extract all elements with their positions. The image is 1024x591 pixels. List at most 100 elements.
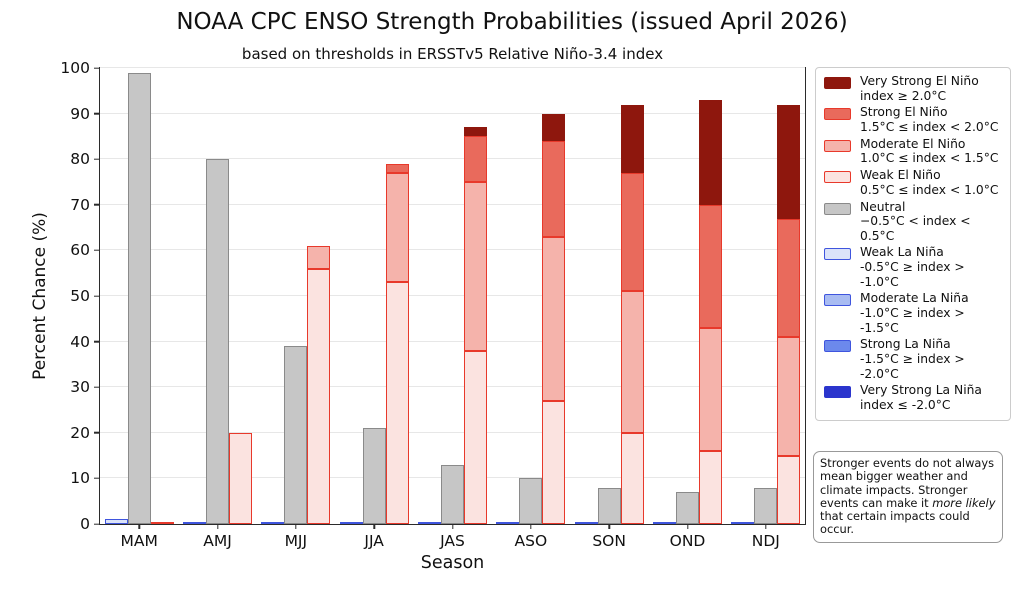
x-tick-label-aso: ASO [514, 532, 548, 550]
legend-label: Weak La Niña [860, 245, 944, 260]
legend-range: -1.5°C ≥ index > -2.0°C [860, 352, 965, 381]
legend-item-moderate-la-ni-a: Moderate La Niña -1.0°C ≥ index > -1.5°C [824, 291, 1004, 335]
legend-swatch-very-strong-la-ni-a [824, 386, 851, 399]
legend-item-very-strong-la-ni-a: Very Strong La Niña index ≤ -2.0°C [824, 383, 1004, 412]
bar-weak-el-ni-o-mam [150, 522, 174, 524]
gridline-20 [100, 431, 805, 433]
note-text-start: Stronger events do not always mean bigge… [820, 456, 995, 510]
gridline-30 [100, 386, 805, 388]
y-tick-mark [94, 158, 100, 160]
note-box: Stronger events do not always mean bigge… [813, 451, 1003, 543]
stack-neutral-jja [362, 68, 386, 524]
bar-very-strong-el-ni-o-aso [542, 113, 566, 141]
season-group-ndj [727, 68, 805, 524]
x-tick-mark [686, 524, 689, 529]
stack-el-nino-jja [385, 68, 409, 524]
x-tick-mark [608, 524, 610, 529]
bar-strong-el-ni-o-jja [385, 163, 409, 173]
bar-neutral-jja [362, 428, 386, 524]
bar-neutral-ond [675, 492, 699, 524]
x-tick-label-ndj: NDJ [751, 532, 780, 550]
legend-range: -0.5°C ≥ index > -1.0°C [860, 260, 965, 289]
legend-label: Strong La Niña [860, 337, 951, 352]
stack-la-nina-mam [104, 68, 128, 524]
bar-weak-la-ni-a-jas [417, 522, 441, 524]
bar-weak-el-ni-o-mjj [307, 268, 331, 524]
y-tick-label: 40 [70, 332, 90, 351]
legend-swatch-moderate-la-ni-a [824, 294, 851, 307]
bar-neutral-ndj [754, 487, 778, 524]
bar-weak-el-ni-o-ond [698, 451, 722, 524]
legend-text: Weak La Niña -0.5°C ≥ index > -1.0°C [860, 245, 1004, 289]
bar-neutral-son [597, 487, 621, 524]
y-tick-label: 20 [70, 423, 90, 442]
y-tick-mark [94, 477, 100, 480]
stack-la-nina-ndj [731, 68, 755, 524]
bar-weak-el-ni-o-son [620, 432, 644, 524]
legend-text: Moderate El Niño 1.0°C ≤ index < 1.5°C [860, 137, 998, 166]
legend-swatch-weak-la-ni-a [824, 248, 851, 261]
stack-la-nina-mjj [261, 68, 285, 524]
y-tick-label: 0 [80, 515, 90, 533]
season-group-son [570, 68, 648, 524]
bar-moderate-el-ni-o-ond [698, 327, 722, 452]
chart-subtitle: based on thresholds in ERSSTv5 Relative … [241, 45, 664, 63]
legend-swatch-neutral [824, 202, 851, 215]
legend-label: Moderate El Niño [860, 136, 966, 151]
stack-la-nina-aso [496, 68, 520, 524]
bar-very-strong-el-ni-o-ond [698, 99, 722, 205]
x-tick-label-mjj: MJJ [284, 532, 308, 550]
bar-strong-el-ni-o-son [620, 172, 644, 292]
legend-swatch-weak-el-ni-o [824, 171, 851, 184]
bar-weak-la-ni-a-ndj [731, 522, 755, 524]
bar-weak-el-ni-o-aso [542, 400, 566, 524]
legend-label: Weak El Niño [860, 168, 941, 183]
bar-strong-el-ni-o-ond [698, 204, 722, 328]
legend-swatch-strong-el-ni-o [824, 108, 851, 121]
bar-weak-la-ni-a-jja [339, 522, 363, 524]
stack-la-nina-jja [339, 68, 363, 524]
gridline-60 [100, 249, 805, 251]
legend-range: index ≤ -2.0°C [860, 397, 951, 412]
legend-range: index ≥ 2.0°C [860, 88, 947, 103]
y-tick-mark [94, 112, 100, 115]
bar-strong-el-ni-o-aso [542, 140, 566, 237]
bar-strong-el-ni-o-ndj [777, 218, 801, 338]
legend-text: Weak El Niño 0.5°C ≤ index < 1.0°C [860, 168, 998, 197]
stack-neutral-ond [675, 68, 699, 524]
bar-moderate-el-ni-o-ndj [777, 337, 801, 456]
y-tick-mark [94, 67, 100, 69]
x-tick-label-mam: MAM [120, 532, 158, 550]
stack-el-nino-ond [698, 68, 722, 524]
legend-text: Very Strong El Niño index ≥ 2.0°C [860, 74, 979, 103]
legend-text: Strong La Niña -1.5°C ≥ index > -2.0°C [860, 337, 1004, 381]
legend-label: Very Strong El Niño [860, 74, 979, 88]
y-tick-mark [94, 295, 100, 297]
bar-moderate-el-ni-o-son [620, 291, 644, 433]
legend-range: 1.5°C ≤ index < 2.0°C [860, 119, 999, 134]
gridline-100 [100, 67, 805, 68]
gridline-90 [100, 112, 805, 114]
gridline-70 [100, 203, 805, 205]
x-tick-mark [451, 524, 454, 529]
y-axis-label: Percent Chance (%) [30, 212, 50, 380]
legend-item-strong-el-ni-o: Strong El Niño 1.5°C ≤ index < 2.0°C [824, 105, 1004, 134]
x-tick-label-ond: OND [669, 532, 706, 550]
stack-neutral-mjj [284, 68, 308, 524]
legend-item-strong-la-ni-a: Strong La Niña -1.5°C ≥ index > -2.0°C [824, 337, 1004, 381]
bar-weak-la-ni-a-mjj [261, 522, 285, 524]
season-group-ond [648, 68, 726, 524]
bar-weak-la-ni-a-son [574, 522, 598, 524]
legend-label: Moderate La Niña [860, 291, 969, 306]
legend-item-weak-el-ni-o: Weak El Niño 0.5°C ≤ index < 1.0°C [824, 168, 1004, 197]
x-tick-mark [138, 524, 140, 529]
stack-el-nino-amj [228, 68, 252, 524]
legend-item-moderate-el-ni-o: Moderate El Niño 1.0°C ≤ index < 1.5°C [824, 137, 1004, 166]
note-text-end: that certain impacts could occur. [820, 509, 970, 537]
season-group-mam [100, 68, 178, 524]
bar-neutral-amj [205, 159, 229, 524]
legend-label: Neutral [860, 199, 906, 214]
y-tick-mark [94, 340, 100, 343]
x-tick-mark [530, 524, 532, 529]
stack-neutral-mam [127, 68, 151, 524]
